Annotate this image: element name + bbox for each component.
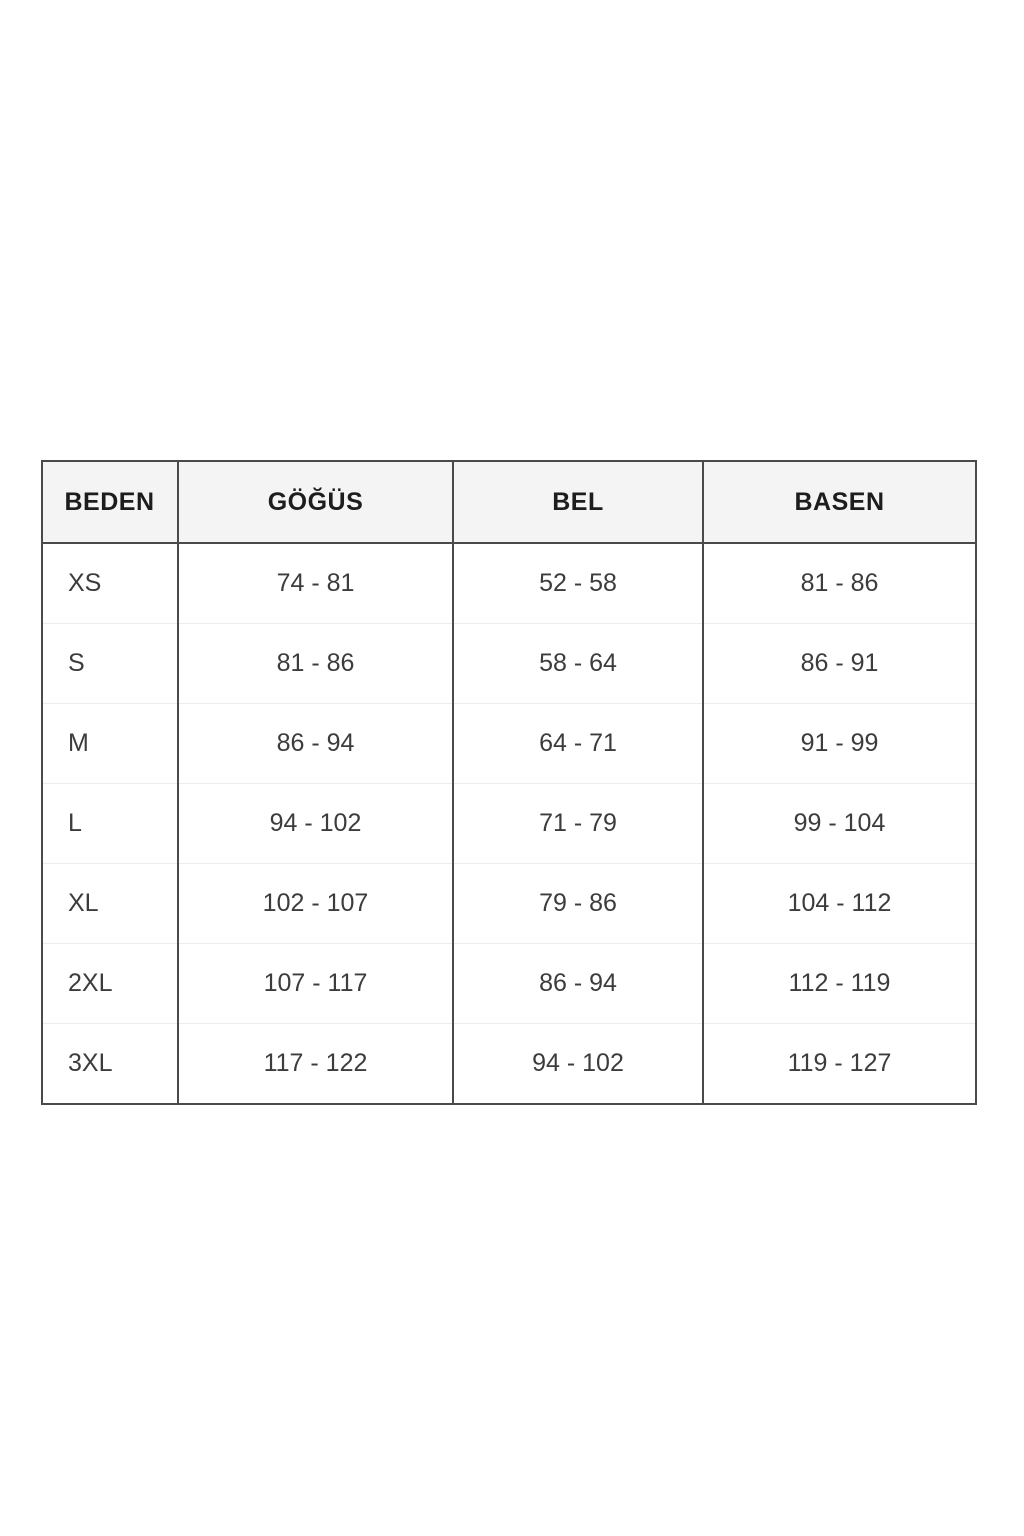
size-chart-table: BEDEN GÖĞÜS BEL BASEN XS 74 - 81 52 - 58… xyxy=(41,460,977,1105)
chest-cell: 102 - 107 xyxy=(177,863,453,944)
column-header-size: BEDEN xyxy=(42,461,178,544)
table-row: 2XL 107 - 117 86 - 94 112 - 119 xyxy=(42,943,976,1024)
table-row: 3XL 117 - 122 94 - 102 119 - 127 xyxy=(42,1023,976,1104)
header-row: BEDEN GÖĞÜS BEL BASEN xyxy=(42,461,976,544)
table-row: S 81 - 86 58 - 64 86 - 91 xyxy=(42,623,976,704)
table-row: L 94 - 102 71 - 79 99 - 104 xyxy=(42,783,976,864)
hip-cell: 86 - 91 xyxy=(702,623,976,704)
chest-cell: 117 - 122 xyxy=(177,1023,453,1104)
chest-cell: 86 - 94 xyxy=(177,703,453,784)
size-cell: S xyxy=(42,623,178,704)
hip-cell: 112 - 119 xyxy=(702,943,976,1024)
chest-cell: 107 - 117 xyxy=(177,943,453,1024)
size-chart-container: BEDEN GÖĞÜS BEL BASEN XS 74 - 81 52 - 58… xyxy=(41,460,977,1105)
size-cell: 3XL xyxy=(42,1023,178,1104)
chest-cell: 94 - 102 xyxy=(177,783,453,864)
chest-cell: 74 - 81 xyxy=(177,542,453,624)
size-cell: 2XL xyxy=(42,943,178,1024)
waist-cell: 64 - 71 xyxy=(452,703,703,784)
table-row: XS 74 - 81 52 - 58 81 - 86 xyxy=(42,542,976,624)
waist-cell: 79 - 86 xyxy=(452,863,703,944)
hip-cell: 99 - 104 xyxy=(702,783,976,864)
column-header-chest: GÖĞÜS xyxy=(177,461,453,544)
column-header-hip: BASEN xyxy=(702,461,976,544)
size-cell: XL xyxy=(42,863,178,944)
hip-cell: 104 - 112 xyxy=(702,863,976,944)
size-cell: XS xyxy=(42,542,178,624)
waist-cell: 86 - 94 xyxy=(452,943,703,1024)
chest-cell: 81 - 86 xyxy=(177,623,453,704)
hip-cell: 91 - 99 xyxy=(702,703,976,784)
table-row: XL 102 - 107 79 - 86 104 - 112 xyxy=(42,863,976,944)
table-row: M 86 - 94 64 - 71 91 - 99 xyxy=(42,703,976,784)
waist-cell: 71 - 79 xyxy=(452,783,703,864)
size-cell: M xyxy=(42,703,178,784)
column-header-waist: BEL xyxy=(452,461,703,544)
size-cell: L xyxy=(42,783,178,864)
hip-cell: 119 - 127 xyxy=(702,1023,976,1104)
waist-cell: 94 - 102 xyxy=(452,1023,703,1104)
waist-cell: 52 - 58 xyxy=(452,542,703,624)
hip-cell: 81 - 86 xyxy=(702,542,976,624)
waist-cell: 58 - 64 xyxy=(452,623,703,704)
